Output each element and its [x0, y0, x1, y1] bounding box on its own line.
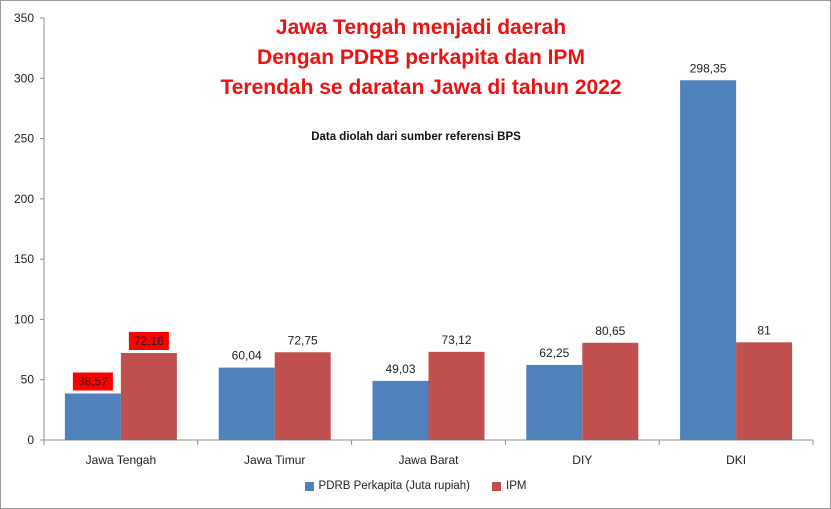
data-label-ipm-dki: 81: [757, 323, 771, 337]
data-label-pdrb-perkapita-juta-rupiah-jawa-timur: 60,04: [232, 349, 262, 363]
legend-swatch-ipm: [492, 481, 502, 491]
bar-pdrb-perkapita-juta-rupiah-diy: [526, 364, 583, 440]
legend-label-pdrb: PDRB Perkapita (Juta rupiah): [318, 480, 471, 492]
data-label-pdrb-perkapita-juta-rupiah-jawa-tengah: 38,57: [78, 374, 108, 388]
data-label-ipm-jawa-timur: 72,75: [288, 333, 318, 347]
bar-ipm-jawa-tengah: [120, 352, 177, 440]
bar-pdrb-perkapita-juta-rupiah-jawa-timur: [218, 367, 275, 440]
y-tick-label: 250: [14, 132, 34, 146]
y-tick-label: 350: [14, 11, 34, 25]
bar-ipm-jawa-barat: [428, 351, 485, 440]
legend-item-pdrb: PDRB Perkapita (Juta rupiah): [304, 480, 471, 492]
bar-pdrb-perkapita-juta-rupiah-jawa-barat: [372, 380, 429, 440]
category-label-jawa-tengah: Jawa Tengah: [86, 453, 157, 467]
legend-swatch-pdrb: [304, 481, 314, 491]
chart-title-line-2: Dengan PDRB perkapita dan IPM: [257, 46, 585, 69]
category-label-jawa-timur: Jawa Timur: [244, 453, 305, 467]
legend-label-ipm: IPM: [506, 480, 527, 492]
data-label-highlight-box: [128, 331, 169, 350]
bar-ipm-jawa-timur: [274, 352, 331, 440]
chart-title-line-3: Terendah se daratan Jawa di tahun 2022: [220, 76, 622, 99]
data-label-pdrb-perkapita-juta-rupiah-dki: 298,35: [690, 61, 727, 75]
category-label-diy: DIY: [572, 453, 592, 467]
category-label-dki: DKI: [726, 453, 746, 467]
y-tick-label: 50: [21, 373, 35, 387]
chart-title-line-1: Jawa Tengah menjadi daerah: [275, 16, 567, 39]
data-label-pdrb-perkapita-juta-rupiah-jawa-barat: 49,03: [385, 362, 415, 376]
y-tick-label: 0: [27, 433, 34, 447]
data-label-highlight-box: [72, 372, 113, 391]
chart-subtitle: Data diolah dari sumber referensi BPS: [311, 131, 521, 143]
bar-ipm-diy: [582, 342, 639, 440]
data-label-ipm-diy: 80,65: [595, 324, 625, 338]
legend-item-ipm: IPM: [492, 480, 526, 492]
data-label-ipm-jawa-barat: 73,12: [441, 333, 471, 347]
bar-pdrb-perkapita-juta-rupiah-dki: [680, 80, 737, 440]
data-label-ipm-jawa-tengah: 72,16: [134, 334, 164, 348]
y-tick-label: 150: [14, 252, 34, 266]
chart-legend: PDRB Perkapita (Juta rupiah) IPM: [1, 480, 830, 492]
bar-ipm-dki: [736, 342, 793, 440]
y-tick-label: 300: [14, 71, 34, 85]
y-tick-label: 200: [14, 192, 34, 206]
data-label-pdrb-perkapita-juta-rupiah-diy: 62,25: [539, 346, 569, 360]
y-tick-label: 100: [14, 312, 34, 326]
bar-pdrb-perkapita-juta-rupiah-jawa-tengah: [64, 393, 121, 440]
category-label-jawa-barat: Jawa Barat: [398, 453, 459, 467]
